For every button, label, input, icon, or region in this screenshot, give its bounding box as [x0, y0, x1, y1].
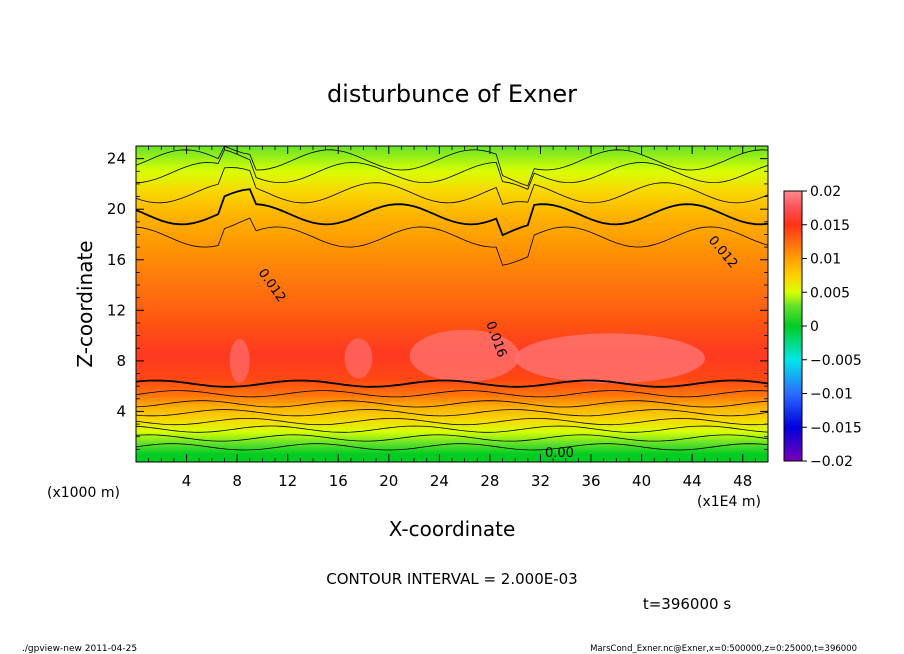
contour-line [136, 167, 768, 205]
contour-line [136, 400, 768, 408]
chart-title: disturbunce of Exner [327, 80, 577, 108]
colorbar: 0.02 0.015 0.01 0.005 0 −0.005 −0.01 −0.015 −0.0… [783, 184, 862, 470]
colorbar-tick-label: 0.02 [810, 184, 841, 200]
colorbar-tick-label: −0.02 [810, 454, 853, 470]
x-tick-label: 36 [581, 472, 600, 490]
y-tick-label: 16 [107, 251, 126, 269]
high-value-region [515, 333, 705, 384]
y-tick-label: 8 [116, 352, 126, 370]
y-tick-label: 4 [116, 402, 126, 420]
x-unit-note: (x1E4 m) [697, 494, 761, 510]
x-tick-label: 16 [329, 472, 348, 490]
contour-line [136, 417, 768, 426]
colorbar-ticks: 0.02 0.015 0.01 0.005 0 −0.005 −0.01 −0.015 −0.0… [802, 184, 862, 470]
time-label: t=396000 s [643, 595, 731, 613]
y-tick-label: 20 [107, 200, 126, 218]
x-tick-label: 8 [232, 472, 242, 490]
x-axis-label: X-coordinate [389, 517, 516, 541]
contour-line [136, 188, 768, 237]
contour-line [136, 425, 768, 433]
x-tick-label: 4 [182, 472, 192, 490]
y-unit-note: (x1000 m) [47, 485, 120, 501]
contour-line [136, 217, 768, 266]
high-value-region [344, 338, 373, 379]
contour-line [136, 146, 768, 187]
contour-line [136, 434, 768, 442]
x-tick-label: 20 [379, 472, 398, 490]
y-axis-label: Z-coordinate [73, 240, 97, 367]
contour-line [136, 379, 768, 388]
y-tick-label: 24 [107, 150, 126, 168]
contour-interval-note: CONTOUR INTERVAL = 2.000E-03 [326, 570, 577, 588]
contour-lines [136, 146, 768, 451]
x-axis: 4 8 12 16 20 24 28 32 36 40 44 48 [148, 146, 756, 490]
x-tick-label: 24 [430, 472, 449, 490]
contour-line [136, 390, 768, 398]
y-axis: 4 8 12 16 20 24 [107, 150, 768, 450]
colorbar-tick-label: 0.015 [810, 218, 850, 234]
high-value-regions [229, 329, 705, 384]
x-tick-label: 28 [480, 472, 499, 490]
footer-right: MarsCond_Exner.nc@Exner,x=0:500000,z=0:2… [590, 644, 857, 654]
y-tick-label: 12 [107, 301, 126, 319]
colorbar-tick-label: −0.005 [810, 353, 862, 369]
x-tick-label: 48 [733, 472, 752, 490]
colorbar-scale [783, 190, 803, 462]
x-tick-label: 12 [278, 472, 297, 490]
x-tick-label: 40 [632, 472, 651, 490]
contour-line [136, 409, 768, 417]
colorbar-tick-label: −0.01 [810, 387, 853, 403]
high-value-region [409, 329, 520, 382]
high-value-region [229, 338, 250, 383]
colorbar-tick-label: 0 [810, 319, 819, 335]
contour-line [136, 443, 768, 451]
colorbar-tick-label: −0.015 [810, 420, 862, 436]
footer-left: ./gpview-new 2011-04-25 [22, 644, 137, 654]
x-tick-label: 32 [531, 472, 550, 490]
x-tick-label: 44 [683, 472, 702, 490]
contour-line [136, 149, 768, 190]
colorbar-tick-label: 0.01 [810, 252, 841, 268]
colorbar-tick-label: 0.005 [810, 285, 850, 301]
contour-label: 0.00 [545, 446, 574, 461]
